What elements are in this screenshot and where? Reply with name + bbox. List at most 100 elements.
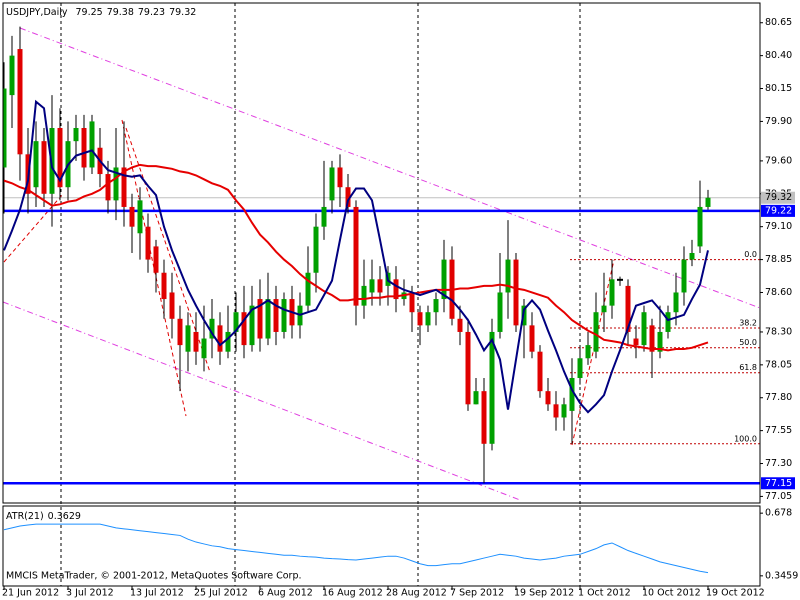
candle-body [409,292,415,313]
x-tick-label: 28 Aug 2012 [386,588,447,599]
candle-body [553,404,559,418]
candle-body [681,259,687,293]
fib-label: 0.0 [744,250,757,259]
moving-average [3,99,709,414]
indicator-value: 0.3629 [48,511,81,522]
candle-body [481,391,487,444]
y-tick-label: 78.60 [765,287,792,298]
y-tick-label: 79.90 [765,116,792,127]
candle-body [633,338,639,346]
candle-body [257,299,263,339]
fib-label: 100.0 [734,434,757,443]
candle-body [129,206,135,227]
indicator-title: ATR(21) [6,511,44,522]
candle-body [73,128,79,142]
x-tick-label: 10 Oct 2012 [642,588,701,599]
channel-lower [3,301,521,501]
candle-body [57,128,63,188]
candle-body [41,141,47,194]
candle-body [337,167,343,188]
close: 79.32 [169,7,196,18]
fib-label: 61.8 [739,363,757,372]
candle-body [81,128,87,168]
candle-body [121,167,127,207]
candle-body [457,318,463,332]
open: 79.25 [75,7,102,18]
candle-body [529,325,535,352]
candle-body [161,272,167,300]
fib-base [571,259,615,446]
y-tick-label: 77.55 [765,425,792,436]
y-tick-label: 79.60 [765,155,792,166]
candle-body [241,312,247,346]
candle-body [441,259,447,300]
candle-body [689,253,695,260]
candle-body [33,141,39,188]
candle-body [561,404,567,418]
y-tick-label: 0.3459 [765,570,798,581]
candle-body [705,197,711,207]
candle-body [265,299,271,339]
candle-body [105,174,111,201]
candle-body [537,351,543,392]
price-label-box [761,204,795,217]
candle-body [497,292,503,332]
y-tick-label: 77.80 [765,392,792,403]
fib-label: 50.0 [739,338,757,347]
indicator-line [3,523,709,574]
candle-body [665,312,671,332]
candle-body [609,279,615,306]
candle-body [281,299,287,332]
x-tick-label: 6 Aug 2012 [258,588,313,599]
candle-body [209,318,215,339]
candle-body [313,226,319,273]
candle-body [641,312,647,346]
price-label: 79.22 [765,205,792,216]
candle-body [433,299,439,313]
y-tick-label: 78.85 [765,254,792,265]
footer: MMCIS MetaTrader, © 2001-2012, MetaQuote… [6,571,302,582]
candle-body [473,391,479,405]
period-separators [60,3,581,586]
candle-body [593,312,599,352]
indicator-frame [2,505,761,587]
y-tick-label: 80.65 [765,17,792,28]
y-tick-label: 80.40 [765,50,792,61]
candle-body [697,206,703,247]
y-tick-label: 78.30 [765,326,792,337]
x-tick-label: 1 Oct 2012 [578,588,631,599]
candle-body [9,55,15,96]
x-tick-label: 19 Sep 2012 [514,588,574,599]
candle-body [89,121,95,168]
high: 79.38 [107,7,134,18]
fib-label: 38.2 [739,319,757,328]
x-tick-label: 25 Jul 2012 [194,588,248,599]
trend-line [121,119,187,417]
channel-upper [19,27,760,309]
indicator-header: ATR(21) 0.3629 [6,511,81,522]
candle-body [305,272,311,306]
candle-body [193,331,199,352]
candle-body [329,167,335,201]
price-label-box [761,477,795,490]
candle-body [249,305,255,346]
x-tick-label: 16 Aug 2012 [322,588,383,599]
x-tick-label: 21 Jun 2012 [2,588,59,599]
candle-body [361,285,367,306]
candle-body [505,259,511,293]
candle-body [489,331,495,444]
candle-body [617,278,623,281]
candle-body [185,325,191,352]
candle-body [657,331,663,352]
y-tick-label: 80.15 [765,83,792,94]
candle-body [417,312,423,326]
candle-body [3,88,7,168]
candle-body [625,285,631,332]
candle-body [177,318,183,346]
y-tick-label: 78.05 [765,359,792,370]
candle-body [577,358,583,378]
candle-body [601,305,607,313]
price-label: 79.32 [765,192,792,203]
y-tick-label: 77.05 [765,491,792,502]
